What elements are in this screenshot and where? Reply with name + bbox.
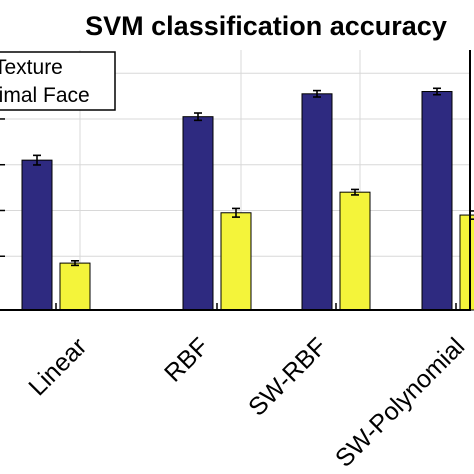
- error-bar: [71, 260, 79, 267]
- bar-texture-sw-rbf: [301, 93, 333, 311]
- bar-animal-face-sw-polynomial: [459, 214, 474, 311]
- error-bars: [33, 87, 474, 267]
- bar-animal-face-linear: [59, 262, 91, 311]
- legend-label-animal-face: Animal Face: [0, 84, 90, 107]
- bar-texture-linear: [21, 159, 53, 311]
- legend: Texture Animal Face: [0, 51, 116, 111]
- bars: [21, 91, 474, 311]
- bar-texture-rbf: [182, 116, 214, 311]
- chart-title: SVM classification accuracy: [85, 11, 447, 41]
- error-bar: [232, 207, 240, 218]
- error-bar: [351, 188, 359, 196]
- bar-animal-face-sw-rbf: [339, 191, 371, 311]
- error-bar: [433, 87, 441, 96]
- error-bar: [471, 210, 474, 220]
- title-band: [0, 0, 474, 50]
- bar-animal-face-rbf: [220, 212, 252, 311]
- error-bar: [194, 112, 202, 122]
- error-bar: [33, 154, 41, 166]
- bar-texture-sw-polynomial: [421, 91, 453, 311]
- legend-box: [0, 51, 116, 111]
- plot-frame: [0, 0, 471, 311]
- legend-label-texture: Texture: [0, 56, 63, 79]
- error-bar: [313, 89, 321, 98]
